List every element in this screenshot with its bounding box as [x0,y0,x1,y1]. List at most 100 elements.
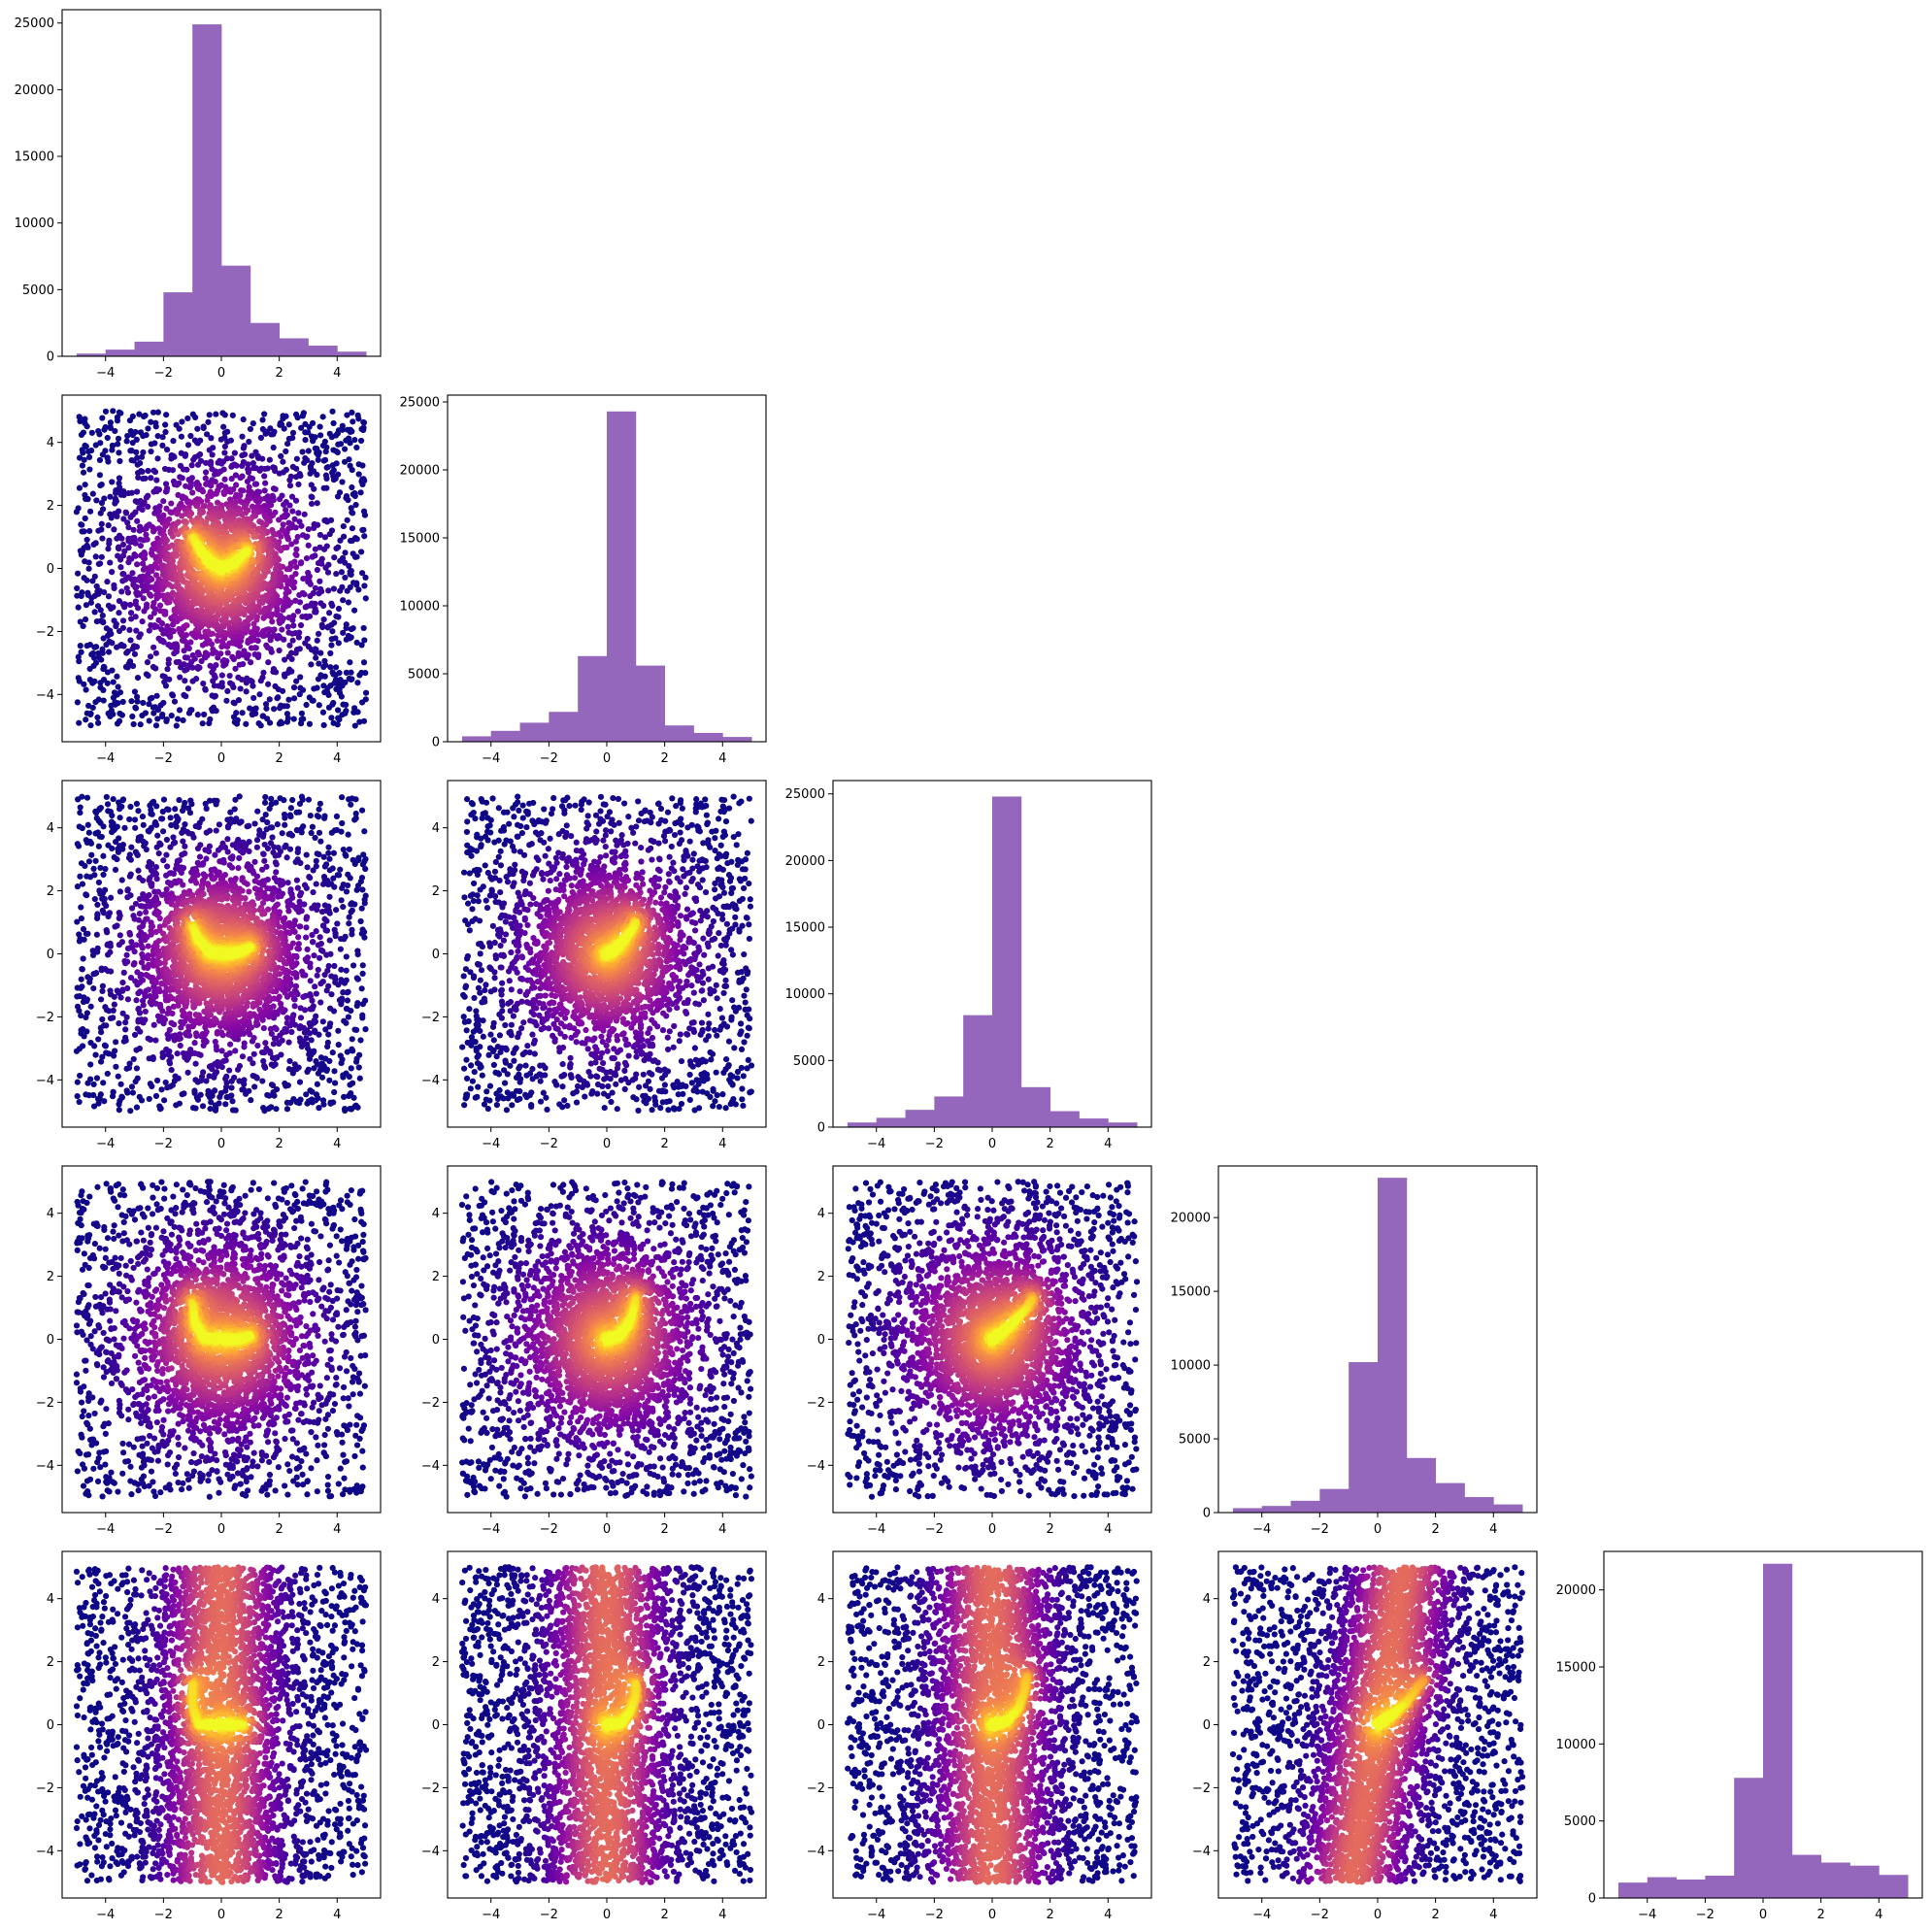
scatter-point [340,904,347,911]
scatter-point [85,829,92,836]
scatter-point [103,902,110,910]
scatter-point [95,649,102,657]
scatter-point [93,931,100,938]
scatter-point [288,1028,295,1036]
scatter-point [194,712,201,718]
scatter-point [82,416,88,422]
scatter-point [310,888,316,896]
scatter-point [355,416,362,422]
scatter-point [107,419,115,426]
scatter-point [129,432,136,439]
scatter-point [303,555,311,562]
scatter-point [108,894,115,901]
scatter-point [126,816,133,823]
scatter-point [204,497,211,504]
scatter-point [318,909,326,916]
scatter-point [152,1037,159,1044]
scatter-point [142,710,150,716]
scatter-point [129,1089,137,1096]
scatter-point [84,495,91,503]
scatter-point [137,542,145,549]
scatter-point [260,669,267,676]
hist-bar [105,350,135,356]
scatter-point [164,520,171,527]
scatter-point [285,435,292,443]
scatter-point [169,467,177,474]
scatter-point [85,565,92,572]
scatter-point [218,672,225,679]
scatter-point [291,1061,298,1068]
scatter-point [99,535,106,542]
scatter-point [235,674,242,681]
hist-bar [693,732,723,742]
scatter-point [279,626,285,633]
scatter-point [285,615,292,621]
scatter-point [311,524,317,532]
scatter-point [91,872,98,879]
scatter-point [125,524,132,531]
scatter-point [344,1049,350,1055]
scatter-point [243,688,250,695]
scatter-point [346,675,352,683]
scatter-point [99,982,107,989]
scatter-point [80,449,86,456]
scatter-point [145,467,151,475]
scatter-point [90,1091,97,1099]
scatter-point [124,432,131,440]
scatter-point [311,485,317,492]
scatter-point [288,649,295,656]
y-tick-label: −2 [36,625,54,640]
scatter-point [362,865,369,873]
scatter-point [329,408,336,415]
scatter-point [108,515,115,521]
scatter-point [116,717,123,724]
scatter-point [79,589,85,596]
scatter-point [216,514,222,520]
scatter-point [283,590,289,597]
scatter-point [291,516,298,522]
scatter-point [172,806,179,813]
scatter-point [74,584,81,592]
scatter-point [356,672,363,679]
scatter-point [237,685,244,692]
scatter-point [355,1064,362,1071]
scatter-point [115,435,122,442]
scatter-point [124,958,131,965]
scatter-point [246,1087,252,1094]
scatter-point [299,449,306,455]
scatter-point [265,659,272,666]
scatter-point [353,639,360,647]
scatter-point [324,624,331,631]
scatter-point [319,442,327,449]
y-tick-label: 20000 [15,83,54,98]
scatter-point [332,664,340,671]
scatter-point [106,910,114,916]
scatter-point [163,537,170,544]
scatter-point [189,489,196,496]
scatter-point [104,929,111,936]
scatter-point [96,456,104,464]
scatter-point [208,492,215,500]
scatter-point [75,843,83,849]
scatter-point [282,1025,288,1032]
scatter-point [280,458,286,465]
scatter-point [262,480,269,486]
scatter-point [357,917,364,925]
scatter-point [81,936,87,943]
scatter-point [106,540,113,548]
scatter-point [350,418,356,425]
scatter-point [226,1049,233,1056]
scatter-point [104,801,112,808]
scatter-point [162,609,169,616]
scatter-point [360,659,368,666]
scatter-point [343,1005,350,1013]
scatter-point [102,1043,109,1049]
scatter-point [117,888,123,895]
scatter-point [122,1026,129,1033]
scatter-point [331,554,338,561]
scatter-point [116,449,122,456]
scatter-point [107,627,114,634]
scatter-point [326,1077,333,1083]
scatter-point [337,866,344,873]
